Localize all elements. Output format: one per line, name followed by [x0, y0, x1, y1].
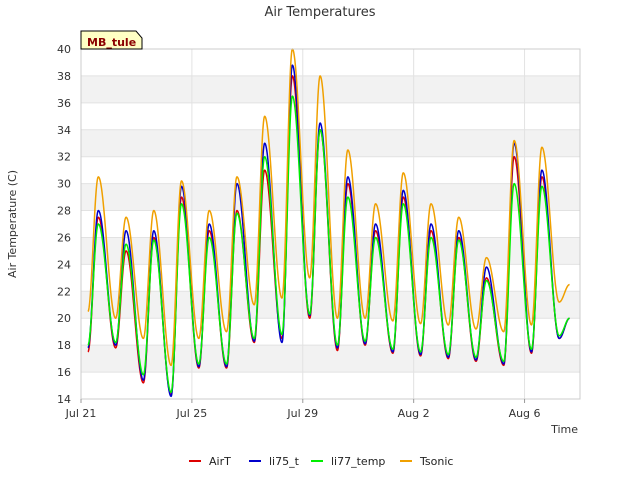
- y-axis-title: Air Temperature (C): [6, 170, 19, 278]
- y-tick-label: 22: [57, 285, 71, 298]
- y-tick-label: 34: [57, 124, 71, 137]
- y-tick-label: 14: [57, 393, 71, 406]
- station-badge-label: MB_tule: [87, 36, 136, 49]
- plot-band: [81, 372, 580, 399]
- chart-title: Air Temperatures: [264, 5, 375, 20]
- legend-label: AirT: [209, 455, 231, 468]
- plot-band: [81, 102, 580, 130]
- series-line-li77-temp: [87, 95, 571, 394]
- y-tick-label: 26: [57, 231, 71, 244]
- legend-label: li77_temp: [331, 455, 385, 468]
- y-tick-label: 28: [57, 205, 71, 218]
- plot-band: [81, 183, 580, 211]
- x-tick-label: Jul 29: [286, 407, 318, 420]
- plot-band: [81, 49, 580, 76]
- y-tick-label: 36: [57, 97, 71, 110]
- plot-frame: [80, 48, 581, 400]
- series-line-tsonic: [87, 48, 571, 367]
- y-tick-label: 24: [57, 258, 71, 271]
- y-tick-label: 40: [57, 43, 71, 56]
- legend-label: li75_t: [269, 455, 300, 468]
- plot-band: [81, 156, 580, 184]
- legend-label: Tsonic: [419, 455, 453, 468]
- station-badge-box: [80, 30, 143, 50]
- y-tick-label: 30: [57, 178, 71, 191]
- station-badge: MB_tule: [80, 30, 143, 50]
- y-tick-label: 16: [57, 366, 71, 379]
- y-axis-ticks: 14 16 18 20 22 24 26 28 30 32 34 36 38 40: [57, 43, 71, 406]
- y-tick-label: 20: [57, 312, 71, 325]
- y-tick-label: 18: [57, 339, 71, 352]
- legend: AirT li75_t li77_temp Tsonic: [189, 455, 453, 468]
- series-layer: [87, 48, 571, 398]
- x-axis-title: Time: [550, 423, 578, 436]
- x-tick-label: Aug 6: [509, 407, 541, 420]
- y-tick-label: 32: [57, 151, 71, 164]
- plot-band: [81, 75, 580, 103]
- x-axis-ticks: Jul 21 Jul 25 Jul 29 Aug 2 Aug 6: [65, 399, 541, 420]
- plot-band: [81, 129, 580, 157]
- x-tick-label: Jul 21: [65, 407, 97, 420]
- x-tick-label: Jul 25: [176, 407, 208, 420]
- y-tick-label: 38: [57, 70, 71, 83]
- x-tick-label: Aug 2: [398, 407, 430, 420]
